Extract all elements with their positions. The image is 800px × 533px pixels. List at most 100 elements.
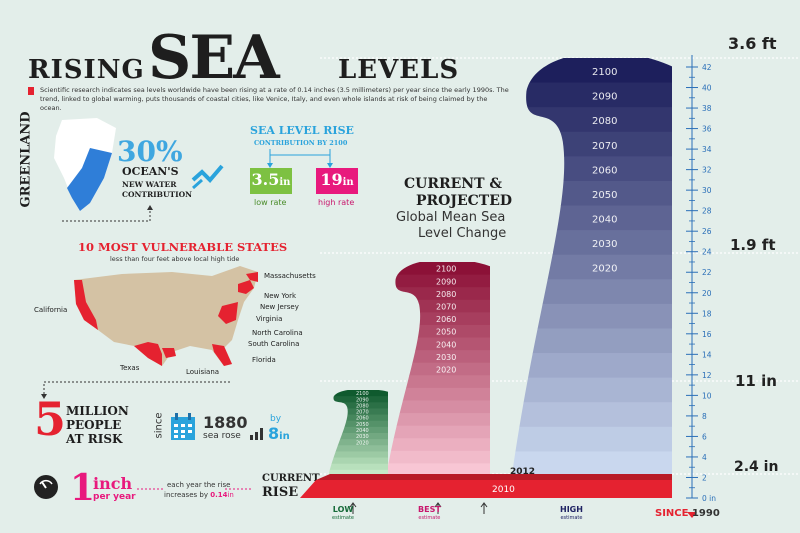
since-by: by (270, 414, 282, 424)
state-california: California (34, 306, 68, 314)
inch-connector (137, 488, 253, 490)
low-band (320, 433, 388, 440)
best-year-label: 2080 (436, 290, 456, 299)
base-bar (300, 480, 672, 498)
low-band (320, 414, 388, 422)
estimate-low-title: LOW (332, 505, 354, 514)
high-rate-unit: in (342, 177, 354, 188)
high-band (490, 402, 672, 428)
best-band (372, 375, 490, 389)
state-virginia: Virginia (256, 315, 283, 323)
high-band (490, 426, 672, 452)
y-tick-label: 24 (702, 248, 712, 257)
risk-line1: MILLION (66, 404, 129, 418)
us-map (74, 266, 258, 366)
best-band (372, 287, 490, 301)
best-band (372, 400, 490, 414)
current-rise-line2: RISE (262, 485, 299, 500)
low-band (320, 408, 388, 416)
high-band (490, 205, 672, 231)
major-top: 3.6 ft (728, 34, 777, 53)
y-tick-label: 28 (702, 207, 712, 216)
mid-arrow-icon (480, 502, 488, 514)
title-sea: SEA (148, 23, 280, 93)
greenland-connector (62, 205, 153, 222)
best-band (372, 350, 490, 364)
state-massachusetts: Massachusetts (264, 272, 316, 280)
y-tick-label: 2 (702, 473, 707, 482)
inch-note2-value: 0.14 (210, 491, 228, 499)
current-rise-line1: CURRENT (262, 473, 320, 484)
high-band (490, 279, 672, 305)
best-band (372, 413, 490, 427)
high-year-label: 2020 (592, 264, 617, 275)
best-band (372, 387, 490, 401)
risk-number: 5 (34, 392, 67, 446)
inch-note1: each year the rise (167, 481, 231, 489)
greenland-line3: CONTRIBUTION (122, 190, 193, 199)
best-year-label: 2030 (436, 353, 456, 362)
y-tick-label: 22 (702, 268, 712, 277)
low-band (320, 469, 388, 476)
chart-heading1: CURRENT & (404, 176, 503, 192)
y-tick-label: 8 (702, 412, 707, 421)
sea-rise-connector (267, 149, 333, 168)
best-year-label: 2100 (436, 265, 456, 274)
high-rate-value: 19in (316, 170, 358, 189)
y-tick-label: 26 (702, 227, 712, 236)
greenland-map (54, 118, 116, 211)
low-year-label: 2100 (356, 391, 369, 397)
inch-unit: inch (93, 474, 133, 493)
low-year-label: 2090 (356, 397, 369, 403)
estimate-high: HIGH estimate (560, 506, 583, 522)
trend-arrows-icon (191, 164, 224, 190)
y-tick-label: 10 (702, 391, 712, 400)
vulnerable-subtitle: less than four feet above local high tid… (110, 255, 240, 263)
title-levels: LEVELS (338, 55, 460, 85)
y-tick-label: 34 (702, 145, 712, 154)
high-rate-box (316, 168, 358, 194)
high-band (490, 107, 672, 133)
low-arrow-icon (349, 502, 357, 514)
low-rate-value: 3.5in (250, 170, 292, 189)
low-band (320, 463, 388, 471)
high-band (490, 451, 672, 476)
inch-note2: increases by 0.14in (164, 491, 234, 499)
high-band (490, 230, 672, 256)
estimate-low: LOW estimate (332, 506, 354, 522)
high-year-label: 2050 (592, 190, 617, 201)
chart-sub1: Global Mean Sea (396, 210, 506, 225)
since-1990-year: 1990 (691, 508, 720, 519)
high-band (490, 82, 672, 108)
best-year-label: 2070 (436, 302, 456, 311)
vulnerable-title: 10 MOST VULNERABLE STATES (78, 240, 288, 254)
high-rate-label: high rate (318, 198, 355, 207)
intro-marker (28, 87, 34, 95)
y-tick-label: 40 (702, 84, 712, 93)
risk-line2: PEOPLE (66, 418, 122, 432)
since-year: 1880 (203, 413, 248, 432)
low-year-label: 2070 (356, 410, 369, 416)
low-rate-label: low rate (254, 198, 287, 207)
high-wave: 2100 2090 2080 2070 2060 2050 2040 2030 2020 (490, 58, 672, 476)
state-florida: Florida (252, 356, 276, 364)
major-mid: 1.9 ft (730, 236, 776, 254)
low-band (320, 426, 388, 434)
y-tick-label: 4 (702, 453, 707, 462)
y-tick-label: 36 (702, 125, 712, 134)
since-amount-unit: in (279, 431, 290, 442)
low-year-label: 2040 (356, 428, 369, 434)
estimate-low-sub: estimate (332, 515, 355, 521)
low-band (320, 420, 388, 428)
high-band (490, 353, 672, 379)
since-1990-label: SINCE (655, 508, 689, 519)
inch-note2-text: increases by (164, 491, 208, 499)
y-tick-label: 42 (702, 63, 712, 72)
estimate-best-sub: estimate (418, 515, 441, 521)
high-year-label: 2030 (592, 239, 617, 250)
since-amount: 8in (268, 424, 290, 443)
high-year-label: 2080 (592, 116, 617, 127)
y-tick-label: 38 (702, 104, 712, 113)
y-tick-label: 20 (702, 289, 712, 298)
